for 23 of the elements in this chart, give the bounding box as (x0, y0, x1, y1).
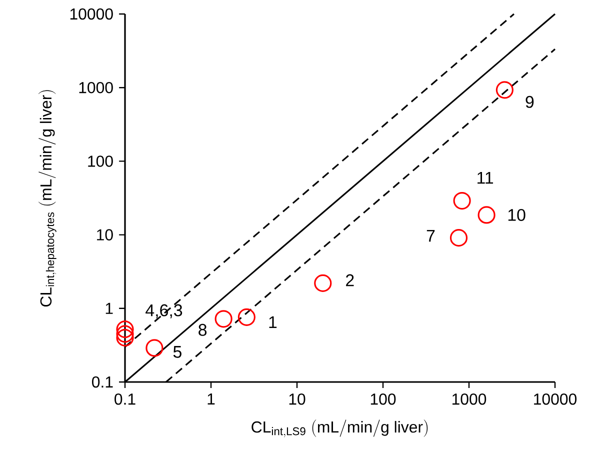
y-tick-label: 10000 (70, 8, 113, 20)
x-tick-label: 1 (208, 393, 215, 404)
y-tick-label: 1000 (79, 82, 113, 94)
annotation: 7 (426, 230, 435, 242)
y-tick-label: 0.1 (92, 376, 113, 388)
x-tick-label: 10 (289, 393, 306, 405)
x-tick-label: 10000 (534, 393, 577, 405)
annotation: 9 (526, 96, 534, 108)
annotation: 1 (269, 316, 277, 328)
y-tick-label: 100 (88, 156, 113, 167)
annotation: 4,6,3 (146, 304, 182, 318)
annotation: 10 (508, 208, 526, 221)
y-axis-title: $\mathrm{CL}_{\mathrm{int{,}hepatocytes}}\ \mathrm{(mL/min/g\ liver)}$ (38, 90, 56, 306)
annotation: 11 (478, 172, 494, 184)
annotation: 2 (346, 274, 354, 286)
x-tick-label: 1000 (452, 393, 486, 405)
x-axis-title: $\mathrm{CL}_{\mathrm{int{,}LS9}}\ \mathrm{(mL/min/g\ liver)}$ (252, 420, 428, 438)
y-tick-label: 10 (97, 229, 113, 240)
annotation: 8 (198, 324, 207, 336)
x-tick-label: 0.1 (114, 393, 136, 405)
annotation: 5 (173, 346, 182, 358)
y-tick-label: 1 (106, 302, 113, 314)
x-tick-label: 100 (370, 393, 396, 405)
